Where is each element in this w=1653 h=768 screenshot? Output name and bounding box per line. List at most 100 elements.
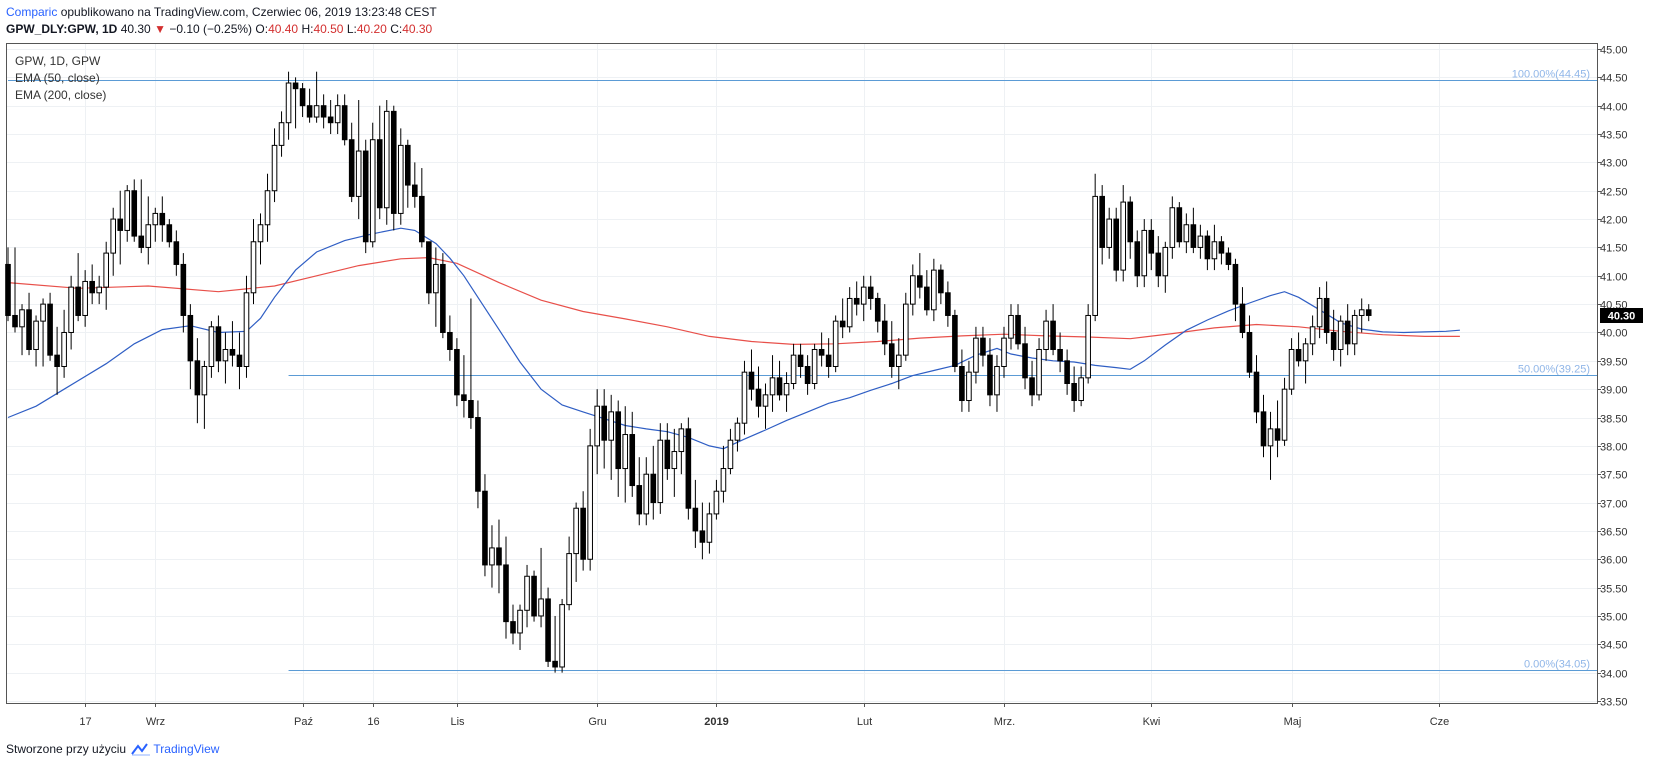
candle-up[interactable] — [383, 110, 390, 209]
candle-down[interactable] — [1330, 331, 1337, 350]
candle-down[interactable] — [138, 235, 145, 248]
candle-down[interactable] — [1204, 235, 1211, 260]
candle-up[interactable] — [222, 348, 229, 362]
candle-up[interactable] — [1141, 229, 1148, 277]
candle-down[interactable] — [1365, 309, 1372, 316]
candle-down[interactable] — [924, 286, 930, 311]
candle-down[interactable] — [545, 598, 551, 662]
candle-up[interactable] — [201, 365, 208, 396]
candle-up[interactable] — [1309, 326, 1316, 345]
candle-up[interactable] — [40, 303, 46, 322]
candle-up[interactable] — [1183, 224, 1190, 243]
candle-up[interactable] — [931, 269, 937, 311]
candle-down[interactable] — [1176, 207, 1183, 243]
chart-legend[interactable]: GPW, 1D, GPW EMA (50, close) EMA (200, c… — [15, 54, 106, 102]
candle-down[interactable] — [12, 314, 18, 328]
candle-up[interactable] — [846, 297, 853, 328]
candle-down[interactable] — [1246, 331, 1253, 373]
candle-down[interactable] — [748, 371, 755, 390]
candle-up[interactable] — [713, 490, 720, 515]
candle-up[interactable] — [1085, 314, 1091, 379]
candle-up[interactable] — [489, 547, 495, 566]
candle-down[interactable] — [1225, 252, 1232, 265]
candle-up[interactable] — [397, 144, 404, 214]
candle-down[interactable] — [54, 354, 60, 367]
candle-down[interactable] — [1260, 411, 1267, 447]
candle-up[interactable] — [594, 405, 600, 447]
candle-down[interactable] — [180, 263, 187, 316]
candle-down[interactable] — [1155, 252, 1162, 277]
candle-down[interactable] — [1134, 241, 1141, 277]
candle-down[interactable] — [888, 343, 895, 367]
candle-up[interactable] — [1316, 297, 1323, 328]
candle-up[interactable] — [96, 286, 102, 294]
candle-down[interactable] — [327, 116, 334, 124]
candle-down[interactable] — [299, 88, 306, 107]
candle-down[interactable] — [440, 263, 446, 333]
candle-up[interactable] — [1001, 337, 1007, 367]
candle-down[interactable] — [510, 621, 516, 634]
candle-down[interactable] — [47, 303, 53, 356]
candle-up[interactable] — [1288, 348, 1295, 390]
candle-down[interactable] — [825, 354, 832, 367]
candle-up[interactable] — [1106, 218, 1112, 248]
candle-down[interactable] — [1015, 314, 1021, 345]
candle-down[interactable] — [987, 354, 993, 396]
candle-up[interactable] — [1036, 348, 1042, 396]
candle-up[interactable] — [1211, 241, 1218, 260]
candle-down[interactable] — [797, 354, 804, 367]
candle-up[interactable] — [769, 377, 776, 396]
candle-down[interactable] — [390, 110, 397, 214]
candle-down[interactable] — [159, 212, 166, 226]
candle-up[interactable] — [727, 439, 734, 470]
candle-down[interactable] — [229, 348, 236, 356]
candle-down[interactable] — [1344, 320, 1351, 345]
fib-levels[interactable]: 100.00%(44.45) 50.00%(39.25) 0.00%(34.05) — [8, 69, 1597, 671]
candle-up[interactable] — [285, 82, 292, 124]
candle-down[interactable] — [1127, 201, 1134, 243]
candle-up[interactable] — [1197, 235, 1204, 248]
candle-down[interactable] — [426, 241, 432, 294]
candle-down[interactable] — [1239, 303, 1246, 333]
candle-up[interactable] — [1302, 343, 1309, 362]
candle-down[interactable] — [980, 337, 986, 356]
candle-down[interactable] — [1148, 229, 1155, 254]
candle-up[interactable] — [334, 105, 341, 124]
candle-up[interactable] — [966, 371, 972, 402]
candle-down[interactable] — [447, 331, 453, 350]
candle-down[interactable] — [881, 320, 888, 345]
candle-down[interactable] — [412, 184, 418, 197]
candle-down[interactable] — [194, 360, 201, 396]
candle-up[interactable] — [538, 598, 544, 617]
candle-down[interactable] — [699, 530, 706, 543]
candle-up[interactable] — [1351, 314, 1358, 345]
candle-down[interactable] — [292, 82, 299, 90]
candle-up[interactable] — [790, 354, 797, 385]
candle-up[interactable] — [208, 326, 215, 367]
candle-up[interactable] — [860, 286, 867, 305]
candle-up[interactable] — [902, 303, 909, 356]
candle-down[interactable] — [1022, 343, 1028, 379]
candle-up[interactable] — [608, 411, 615, 441]
candle-down[interactable] — [601, 405, 607, 441]
candle-up[interactable] — [250, 241, 257, 294]
candle-up[interactable] — [103, 252, 109, 288]
candle-down[interactable] — [496, 547, 502, 566]
candle-down[interactable] — [1218, 241, 1225, 254]
candle-down[interactable] — [938, 269, 944, 294]
candle-down[interactable] — [615, 411, 622, 470]
candle-up[interactable] — [33, 320, 39, 350]
candle-up[interactable] — [278, 122, 285, 146]
candle-down[interactable] — [461, 394, 467, 402]
candle-down[interactable] — [1050, 320, 1056, 350]
candles[interactable] — [5, 71, 1372, 673]
candle-down[interactable] — [945, 292, 951, 316]
candle-down[interactable] — [1113, 218, 1120, 271]
candle-up[interactable] — [559, 604, 565, 668]
candle-up[interactable] — [110, 218, 117, 254]
candle-down[interactable] — [166, 224, 173, 243]
candle-down[interactable] — [348, 139, 355, 197]
candle-up[interactable] — [369, 139, 376, 243]
candle-up[interactable] — [68, 286, 74, 333]
candle-up[interactable] — [1267, 428, 1274, 447]
